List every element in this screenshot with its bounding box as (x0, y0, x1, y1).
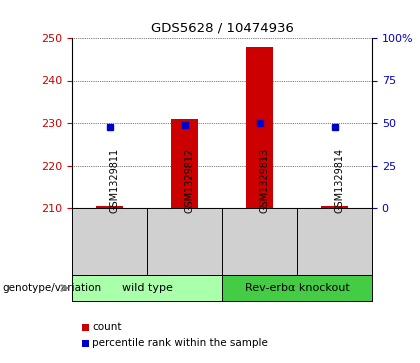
Text: GSM1329811: GSM1329811 (110, 148, 120, 213)
Text: GSM1329813: GSM1329813 (260, 148, 270, 213)
Text: GSM1329814: GSM1329814 (334, 148, 344, 213)
Text: wild type: wild type (121, 283, 173, 293)
Bar (247, 46, 273, 208)
Bar (96, 206, 123, 208)
Text: Rev-erbα knockout: Rev-erbα knockout (244, 283, 349, 293)
Bar (82, 324, 89, 331)
Bar (72, 275, 222, 301)
Text: genotype/variation: genotype/variation (2, 283, 101, 293)
Text: GSM1329812: GSM1329812 (184, 148, 194, 213)
Bar (321, 206, 348, 208)
Text: percentile rank within the sample: percentile rank within the sample (92, 339, 268, 348)
Bar (222, 275, 372, 301)
Bar (171, 119, 198, 208)
Text: count: count (92, 322, 121, 333)
Title: GDS5628 / 10474936: GDS5628 / 10474936 (150, 21, 294, 34)
Bar (82, 340, 89, 347)
